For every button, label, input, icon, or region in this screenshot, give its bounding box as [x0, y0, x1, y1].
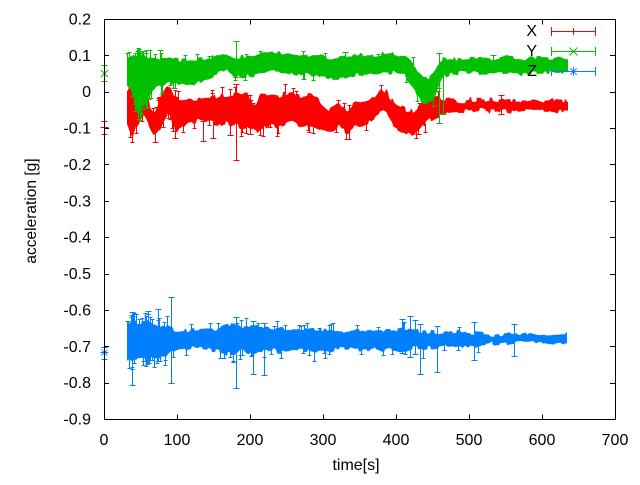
svg-text:X: X	[526, 23, 537, 40]
svg-text:-0.4: -0.4	[63, 230, 91, 247]
svg-text:-0.1: -0.1	[63, 121, 91, 138]
svg-text:0.2: 0.2	[69, 12, 91, 29]
svg-text:200: 200	[237, 432, 264, 449]
svg-text:-0.7: -0.7	[63, 339, 91, 356]
svg-text:-0.9: -0.9	[63, 412, 91, 429]
svg-text:-0.8: -0.8	[63, 375, 91, 392]
svg-text:time[s]: time[s]	[332, 457, 379, 474]
svg-text:100: 100	[164, 432, 191, 449]
svg-text:-0.3: -0.3	[63, 193, 91, 210]
svg-text:300: 300	[310, 432, 337, 449]
svg-text:0: 0	[100, 432, 109, 449]
svg-text:acceleration [g]: acceleration [g]	[23, 158, 40, 263]
svg-text:700: 700	[602, 432, 629, 449]
svg-text:-0.5: -0.5	[63, 266, 91, 283]
svg-text:0.1: 0.1	[69, 48, 91, 65]
svg-text:400: 400	[383, 432, 410, 449]
svg-text:500: 500	[456, 432, 483, 449]
svg-text:Y: Y	[526, 43, 537, 60]
svg-text:Z: Z	[527, 63, 537, 80]
svg-text:0: 0	[82, 84, 91, 101]
svg-text:600: 600	[529, 432, 556, 449]
svg-text:-0.6: -0.6	[63, 302, 91, 319]
svg-text:-0.2: -0.2	[63, 157, 91, 174]
